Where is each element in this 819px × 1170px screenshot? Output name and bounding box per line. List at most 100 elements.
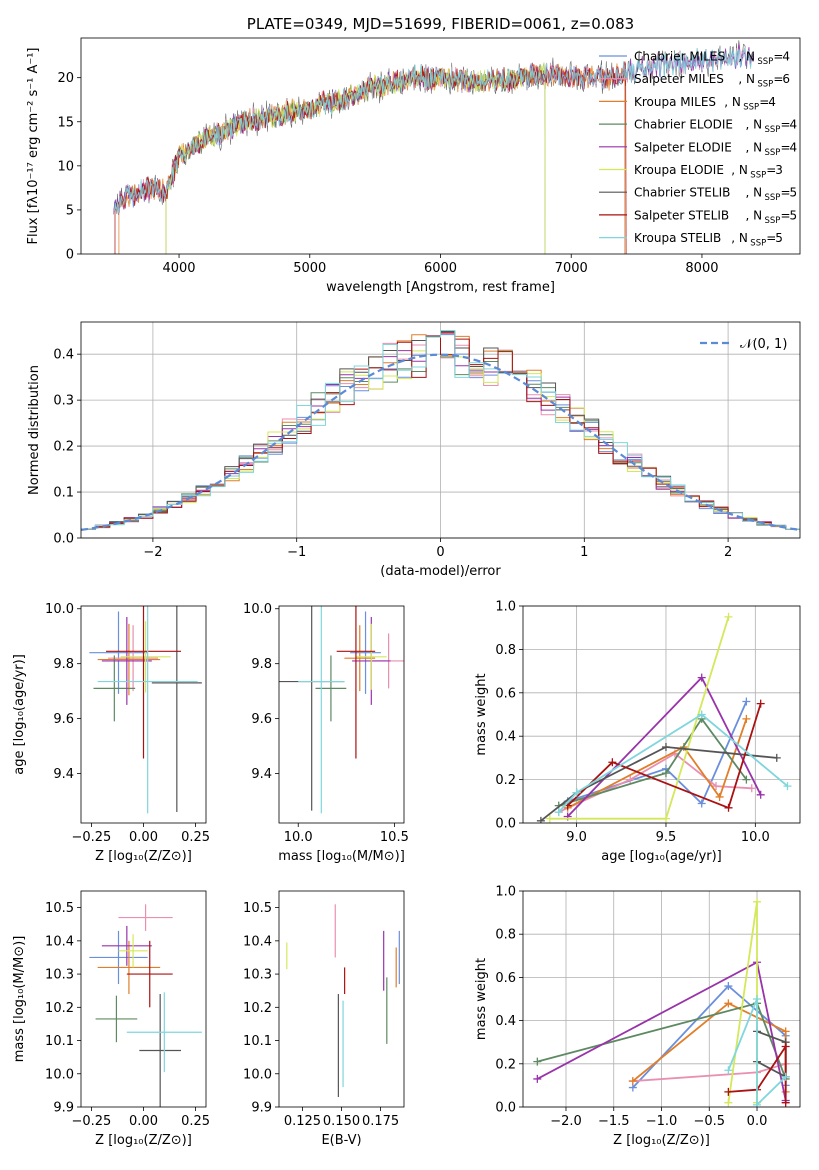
- legend-entry-kroupa-stelib: Kroupa STELIB , N SSP =5: [599, 231, 783, 249]
- x-axis-label: mass [log₁₀(M/M⊙)]: [278, 849, 405, 864]
- series-marker: [724, 612, 733, 621]
- x-axis-label: Z [log₁₀(Z/Z⊙)]: [95, 849, 192, 864]
- x-tick-label: 2: [724, 545, 732, 560]
- legend-nssp-value: 5: [775, 231, 783, 245]
- y-tick-label: 10.0: [45, 602, 74, 617]
- x-axis-label: (data-model)/error: [380, 564, 501, 579]
- y-tick-label: 5: [66, 203, 74, 218]
- y-tick-label: 9.9: [251, 1101, 272, 1116]
- series-marker: [554, 808, 563, 817]
- x-axis-label: wavelength [Angstrom, rest frame]: [326, 280, 555, 295]
- series-marker: [742, 697, 751, 706]
- x-tick-label: 5000: [293, 261, 326, 276]
- x-axis: −0.25 0.00 0.25: [71, 1107, 210, 1129]
- error-bars: [89, 904, 202, 1107]
- legend-label: Chabrier MILES: [634, 50, 725, 64]
- x-axis: 0.125 0.150 0.175: [284, 1107, 399, 1129]
- series-marker: [724, 982, 733, 991]
- y-tick-label: 0.1: [53, 486, 74, 501]
- series-marker: [697, 799, 706, 808]
- y-tick-label: 9.6: [251, 712, 272, 727]
- panel-residual-histogram: −2 −1 0 1 2 0.0 0.1 0.2 0.3 0.4 (data-model)/error…: [27, 321, 801, 579]
- legend-nssp-eq: =: [759, 95, 769, 109]
- legend-entry-kroupa-miles: Kroupa MILES , N SSP =4: [599, 95, 776, 112]
- plot-frame: [278, 890, 405, 1108]
- error-bar-salpeter-miles: [118, 904, 173, 931]
- y-axis-label: mass [log₁₀(M/M⊙)]: [12, 936, 27, 1063]
- y-tick-label: 9.8: [251, 657, 272, 672]
- series-marker: [772, 753, 781, 762]
- error-bar-kroupa-stelib: [298, 606, 345, 814]
- x-tick-label: 0.25: [181, 1114, 210, 1129]
- spectrum-lines: [113, 40, 755, 254]
- series-marker: [742, 714, 751, 723]
- y-axis-label: Normed distribution: [27, 365, 42, 495]
- y-tick-label: 9.6: [53, 712, 74, 727]
- y-tick-label: 0.6: [495, 971, 516, 986]
- error-bar-kroupa-stelib: [97, 606, 198, 814]
- series-marker: [783, 782, 792, 791]
- legend-nssp-subscript: SSP: [757, 80, 773, 90]
- series-marker: [628, 1077, 637, 1086]
- error-bar-kroupa-elodie: [355, 623, 387, 690]
- series-marker: [661, 743, 670, 752]
- x-axis-label: Z [log₁₀(Z/Z⊙)]: [95, 1133, 192, 1148]
- series-marker: [724, 999, 733, 1008]
- legend-entry-salpeter-stelib: Salpeter STELIB , N SSP =5: [599, 208, 797, 226]
- x-axis: 4000 5000 6000 7000 8000: [162, 254, 719, 276]
- y-tick-label: 10.2: [243, 1001, 272, 1016]
- x-tick-label: 0.00: [129, 830, 158, 845]
- legend-nssp-prefix: , N: [746, 208, 763, 222]
- legend-label: Chabrier STELIB: [634, 186, 730, 200]
- legend-nssp-prefix: , N: [731, 231, 748, 245]
- error-bar-chabrier-elodie: [315, 655, 347, 722]
- y-tick-label: 10: [57, 159, 74, 174]
- y-tick-label: 10.3: [45, 968, 74, 983]
- x-tick-label: 9.0: [566, 830, 587, 845]
- y-tick-label: 10.0: [45, 1067, 74, 1082]
- legend-label: Kroupa STELIB: [634, 231, 721, 245]
- x-tick-label: 0.0: [747, 1114, 768, 1129]
- legend-nssp-value: 6: [782, 72, 790, 86]
- series-marker: [781, 1042, 790, 1051]
- series-marker: [697, 710, 706, 719]
- x-tick-label: 9.5: [656, 830, 677, 845]
- x-tick-label: 10.0: [741, 830, 770, 845]
- x-axis-label: age [log₁₀(age/yr)]: [601, 849, 722, 864]
- y-tick-label: 0: [66, 248, 74, 263]
- series-kroupa-elodie: [545, 612, 733, 823]
- x-tick-label: 10.0: [284, 830, 313, 845]
- series-marker: [724, 1098, 733, 1107]
- legend-nssp-value: 5: [790, 186, 798, 200]
- y-tick-label: 0.0: [53, 532, 74, 547]
- x-tick-label: 0.175: [362, 1114, 399, 1129]
- legend-nssp-eq: =: [781, 118, 791, 132]
- y-tick-label: 9.9: [53, 1101, 74, 1116]
- legend-label: Kroupa ELODIE: [634, 163, 724, 177]
- series-marker: [781, 1027, 790, 1036]
- x-tick-label: 0.25: [181, 830, 210, 845]
- legend-nssp-eq: =: [781, 140, 791, 154]
- legend-nssp-value: 4: [782, 50, 790, 64]
- legend-nssp-eq: =: [781, 208, 791, 222]
- legend-nssp-value: 3: [775, 163, 783, 177]
- spectrum-line-kroupa-stelib: [113, 47, 755, 214]
- y-axis: 9.4 9.6 9.8 10.0: [243, 602, 279, 782]
- series-marker: [697, 673, 706, 682]
- error-bar-chabrier-stelib: [139, 994, 181, 1107]
- x-tick-label: −1: [287, 545, 306, 560]
- y-axis: 0.0 0.2 0.4 0.6 0.8 1.0: [495, 885, 523, 1116]
- error-bar-chabrier-miles: [350, 611, 381, 694]
- y-tick-label: 0.8: [495, 643, 516, 658]
- y-tick-label: 0.0: [495, 817, 516, 832]
- histogram-kroupa-stelib: [81, 329, 800, 531]
- x-axis: 10.0 10.5: [284, 823, 409, 845]
- error-bars: [89, 606, 202, 814]
- y-tick-label: 1.0: [495, 600, 516, 615]
- legend-nssp-value: 5: [790, 208, 798, 222]
- legend-nssp-value: 4: [790, 140, 798, 154]
- error-bar-kroupa-stelib: [126, 992, 202, 1073]
- legend-entry-kroupa-elodie: Kroupa ELODIE , N SSP =3: [599, 163, 783, 181]
